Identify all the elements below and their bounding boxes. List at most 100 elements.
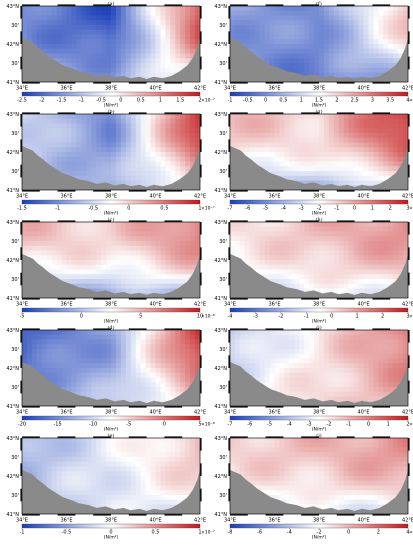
colorbar — [21, 523, 201, 529]
colorbar — [21, 307, 201, 313]
colorbar — [229, 415, 409, 421]
lon-label: 34°E — [16, 86, 28, 92]
colorbar-tick-label: 0 — [80, 314, 83, 320]
lon-label: 42°E — [194, 518, 206, 524]
lon-label: 36°E — [60, 410, 72, 416]
lat-label: 42°N — [214, 258, 227, 264]
lon-label: 36°E — [60, 302, 72, 308]
lat-label: 30' — [11, 493, 19, 499]
map-panel-h: (h) 43°N 30' 42°N 30' 41°N 34°E 36°E 38°E 40°E 42°… — [208, 216, 413, 326]
lat-label: 30' — [11, 131, 19, 137]
colorbar-tick-label: -2 — [278, 314, 283, 320]
lon-label: 42°E — [194, 410, 206, 416]
colorbar-tick-label: -5 — [267, 422, 272, 428]
lon-label: 38°E — [313, 302, 325, 308]
colorbar-tick-label: 0 — [109, 530, 112, 536]
colorbar-unit: (N/m²) — [104, 211, 119, 217]
lat-label: 30' — [219, 169, 227, 175]
colorbar-tick-label: -4 — [287, 422, 292, 428]
colorbar-tick-label: 1 — [387, 422, 390, 428]
map-panel-f: (f) 43°N 30' 42°N 30' 41°N 34°E 36°E 38°E 40°E 42°… — [208, 0, 413, 110]
lon-label: 40°E — [357, 86, 369, 92]
lat-label: 30' — [219, 493, 227, 499]
lat-label: 41°N — [6, 80, 19, 86]
colorbar-tick-label: 3 — [406, 314, 409, 320]
colorbar-unit: (N/m²) — [312, 535, 327, 541]
lat-label: 30' — [11, 277, 19, 283]
map-svg-g: (g) 43°N 30' 42°N 30' 41°N34°E 36°E 38°E 40°E 42°… — [214, 108, 413, 217]
lat-label: 30' — [219, 23, 227, 29]
lon-label: 38°E — [105, 302, 117, 308]
lat-label: 30' — [219, 277, 227, 283]
colorbar-tick-label: 5 — [139, 314, 142, 320]
lon-label: 36°E — [60, 194, 72, 200]
map-panel-i: (i) 43°N 30' 42°N 30' 41°N 34°E 36°E 38°E 40°E 42°… — [208, 324, 413, 434]
colorbar-tick-label: -1 — [79, 98, 84, 104]
map-svg-i: (i) 43°N 30' 42°N 30' 41°N34°E 36°E 38°E 40°E 42°… — [214, 324, 413, 433]
lat-label: 43°N — [6, 112, 19, 118]
colorbar-tick-label: -4 — [281, 206, 286, 212]
lat-label: 43°N — [6, 220, 19, 226]
map-svg-j: (j) 43°N 30' 42°N 30' 41°N34°E 36°E 38°E 40°E 42°… — [214, 432, 413, 541]
lon-label: 36°E — [60, 518, 72, 524]
lat-label: 30' — [219, 385, 227, 391]
lat-label: 42°N — [6, 258, 19, 264]
lat-label: 41°N — [214, 188, 227, 194]
lon-label: 42°E — [402, 194, 413, 200]
colorbar-tick-label: 0 — [119, 98, 122, 104]
colorbar-tick-label: 2 — [406, 422, 409, 428]
lon-label: 38°E — [313, 518, 325, 524]
lat-label: 42°N — [214, 150, 227, 156]
lon-label: 40°E — [357, 194, 369, 200]
lat-label: 30' — [11, 239, 19, 245]
colorbar-tick-label: -2 — [39, 98, 44, 104]
lat-label: 43°N — [214, 4, 227, 10]
colorbar-tick-label: -0.5 — [88, 206, 98, 212]
lon-label: 34°E — [224, 194, 236, 200]
lon-label: 36°E — [60, 86, 72, 92]
lat-label: 30' — [219, 347, 227, 353]
lon-label: 34°E — [16, 302, 28, 308]
panel-label: (j) — [316, 432, 322, 439]
lat-label: 30' — [219, 61, 227, 67]
colorbar-tick-label: 2.5 — [351, 98, 359, 104]
lon-label: 34°E — [224, 86, 236, 92]
panel-label: (c) — [108, 216, 115, 223]
colorbar-tick-label: -20 — [18, 422, 26, 428]
lon-label: 40°E — [149, 194, 161, 200]
map-panel-g: (g) 43°N 30' 42°N 30' 41°N 34°E 36°E 38°E 40°E 42°… — [208, 108, 413, 218]
lat-label: 43°N — [214, 328, 227, 334]
colorbar-tick-label: 0 — [347, 530, 350, 536]
colorbar-tick-label: -1.5 — [17, 206, 27, 212]
panel-label: (e) — [108, 432, 115, 439]
colorbar-tick-label: -0.5 — [96, 98, 106, 104]
lat-label: 41°N — [214, 512, 227, 518]
lon-label: 36°E — [268, 410, 280, 416]
lon-label: 40°E — [149, 518, 161, 524]
lon-label: 38°E — [313, 194, 325, 200]
map-panel-e: (e) 43°N 30' 42°N 30' 41°N 34°E 36°E 38°E 40°E 42°… — [0, 432, 214, 542]
colorbar-unit: (N/m²) — [312, 319, 327, 325]
lon-label: 36°E — [268, 194, 280, 200]
colorbar-tick-label: 1 — [198, 206, 201, 212]
colorbar-tick-label: -1 — [346, 422, 351, 428]
colorbar-tick-label: 2 — [389, 206, 392, 212]
colorbar-tick-label: -5 — [263, 206, 268, 212]
map-panel-d: (d) 43°N 30' 42°N 30' 41°N 34°E 36°E 38°E 40°E 42°… — [0, 324, 214, 434]
lat-label: 43°N — [6, 436, 19, 442]
lat-label: 43°N — [6, 328, 19, 334]
panel-label: (g) — [315, 108, 322, 115]
stress-field — [230, 330, 408, 403]
lat-label: 42°N — [6, 150, 19, 156]
lat-label: 43°N — [214, 436, 227, 442]
lat-label: 30' — [219, 455, 227, 461]
lat-label: 42°N — [6, 366, 19, 372]
map-svg-h: (h) 43°N 30' 42°N 30' 41°N34°E 36°E 38°E 40°E 42°… — [214, 216, 413, 325]
lat-label: 42°N — [214, 474, 227, 480]
colorbar-unit: (N/m²) — [312, 103, 327, 109]
lon-label: 34°E — [16, 410, 28, 416]
colorbar-exponent: ×10⁻⁷ — [409, 314, 413, 320]
lat-label: 41°N — [6, 296, 19, 302]
colorbar-tick-label: 1.5 — [315, 98, 323, 104]
map-svg-f: (f) 43°N 30' 42°N 30' 41°N34°E 36°E 38°E 40°E 42°… — [214, 0, 413, 109]
